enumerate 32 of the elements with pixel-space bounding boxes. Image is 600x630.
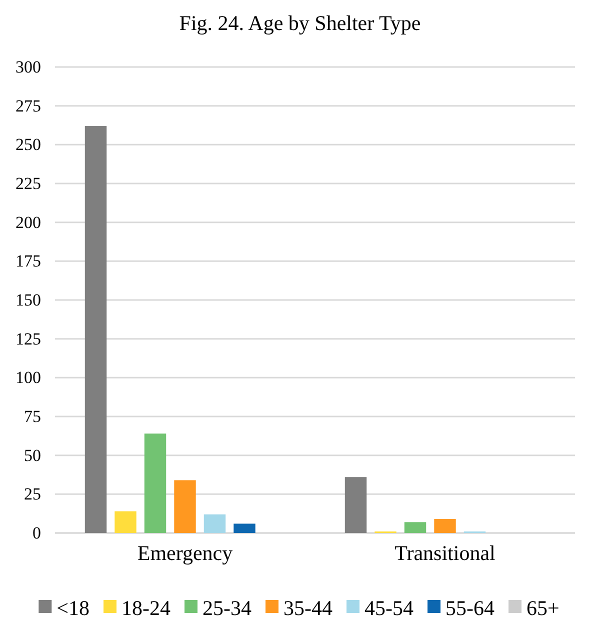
bar (174, 480, 196, 533)
y-tick-label: 25 (24, 484, 41, 504)
legend-label: 25-34 (202, 596, 252, 620)
bar (84, 126, 107, 533)
y-tick-label: 75 (24, 406, 41, 426)
y-tick-label: 100 (16, 368, 41, 388)
y-tick-label: 225 (16, 174, 41, 193)
legend-label: <18 (56, 596, 90, 620)
y-tick-label: 150 (16, 290, 41, 310)
legend-label: 55-64 (446, 596, 495, 620)
chart-title: Fig. 24. Age by Shelter Type (179, 11, 421, 35)
legend-label: 45-54 (364, 596, 414, 620)
y-tick-label: 125 (16, 329, 41, 348)
bar (204, 514, 226, 533)
bar (404, 522, 426, 533)
y-tick-label: 275 (16, 96, 41, 116)
y-tick-label: 200 (16, 212, 41, 232)
bar (434, 519, 456, 533)
x-tick-label: Transitional (394, 540, 496, 565)
bar (234, 524, 256, 533)
y-tick-label: 175 (16, 252, 41, 271)
bar (114, 511, 136, 533)
y-tick-label: 50 (24, 446, 41, 465)
legend-label: 35-44 (284, 596, 333, 620)
bar (344, 477, 367, 533)
x-tick-label: Emergency (137, 540, 234, 565)
legend-label: 65+ (526, 596, 560, 620)
legend-label: 18-24 (122, 596, 171, 620)
y-tick-label: 300 (16, 57, 41, 76)
bar (144, 434, 166, 533)
y-tick-label: 250 (16, 135, 41, 154)
y-tick-label: 0 (32, 523, 41, 542)
